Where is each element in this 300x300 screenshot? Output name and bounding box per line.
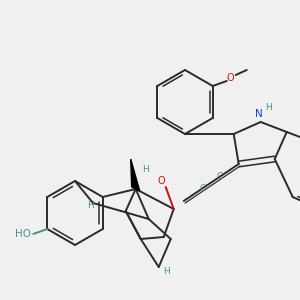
Text: C: C [216, 172, 223, 182]
Text: H: H [142, 164, 149, 173]
Text: O: O [158, 176, 166, 186]
Text: O: O [227, 73, 235, 83]
Polygon shape [131, 159, 140, 191]
Text: H: H [163, 266, 170, 275]
Text: C: C [200, 184, 206, 193]
Text: N: N [255, 109, 262, 119]
Text: H: H [88, 200, 94, 209]
Text: H: H [265, 103, 272, 112]
Text: HO: HO [15, 229, 31, 239]
